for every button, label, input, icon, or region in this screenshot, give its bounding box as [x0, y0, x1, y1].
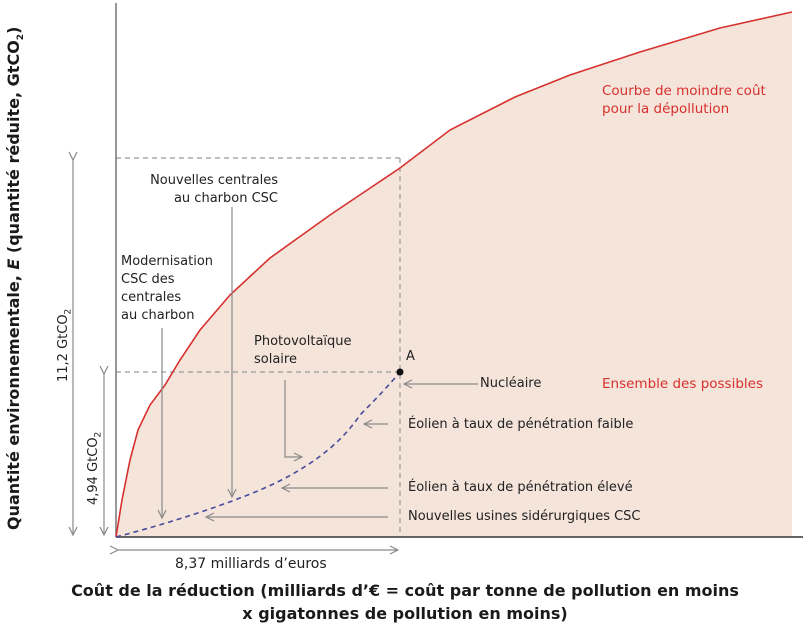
dim-label-11-2: 11,2 GtCO2 — [56, 308, 74, 382]
label-nucleaire: Nucléaire — [480, 376, 542, 391]
region-label: Ensemble des possibles — [602, 376, 763, 392]
x-axis-label-line2: x gigatonnes de pollution en moins) — [242, 604, 568, 623]
label-modernisation: Modernisation CSC des centrales au charb… — [121, 254, 214, 323]
least-cost-curve — [115, 11, 793, 538]
y-axis-label: Quantité environnementale, E (quantité r… — [4, 26, 27, 530]
point-a — [396, 368, 404, 376]
technology-curve — [115, 371, 401, 538]
label-siderurgie: Nouvelles usines sidérurgiques CSC — [408, 509, 641, 524]
label-eolien-faible: Éolien à taux de pénétration faible — [408, 417, 634, 432]
label-eolien-eleve: Éolien à taux de pénétration élevé — [408, 480, 633, 495]
dim-label-4-94: 4,94 GtCO2 — [86, 431, 104, 505]
arrow-photovoltaique — [284, 380, 302, 457]
x-axis-label-line1: Coût de la réduction (milliards d’€ = co… — [71, 581, 739, 600]
label-photovoltaique: Photovoltaïque solaire — [254, 334, 352, 367]
dim-label-cost: 8,37 milliards d’euros — [175, 556, 327, 572]
label-nouvelles-centrales: Nouvelles centrales au charbon CSC — [150, 173, 278, 206]
point-a-label: A — [406, 349, 415, 364]
curve-label: Courbe de moindre coût pour la dépolluti… — [602, 83, 766, 117]
